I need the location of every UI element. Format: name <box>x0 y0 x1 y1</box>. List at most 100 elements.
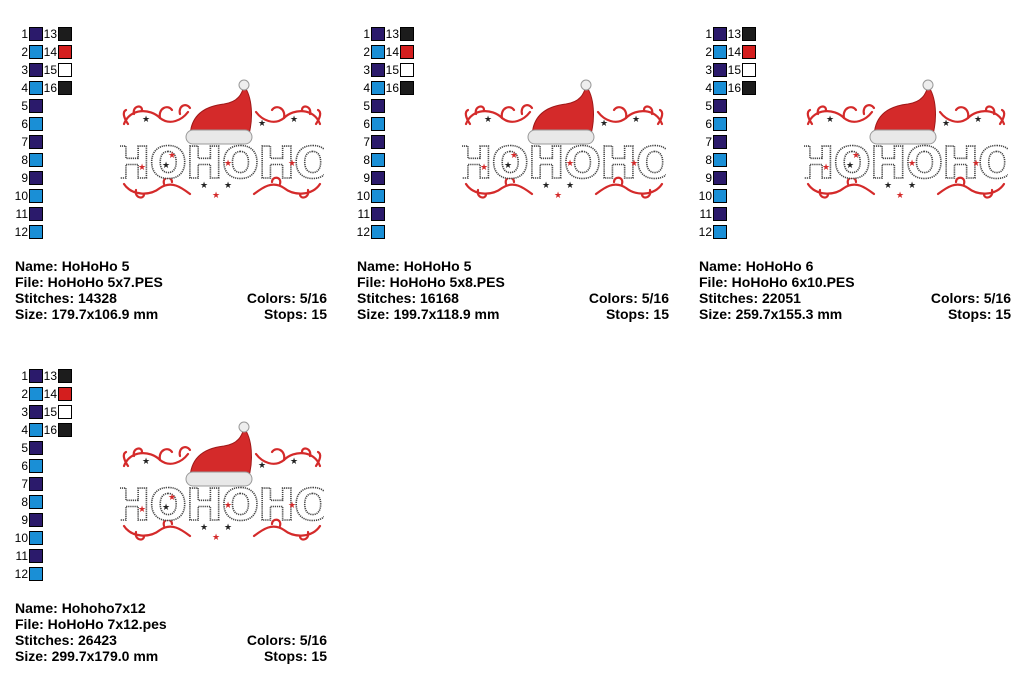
color-swatch[interactable] <box>371 171 385 185</box>
color-swatch[interactable] <box>371 99 385 113</box>
color-swatch[interactable] <box>742 63 756 77</box>
color-swatch[interactable] <box>400 45 414 59</box>
color-swatch[interactable] <box>29 477 43 491</box>
svg-text:★: ★ <box>224 523 232 533</box>
design-colors-label: Colors: <box>246 632 296 648</box>
svg-text:★: ★ <box>168 493 176 503</box>
svg-text:★: ★ <box>630 159 638 169</box>
color-swatch-row: 10 <box>684 188 764 204</box>
color-swatch[interactable] <box>29 189 43 203</box>
design-name-label: Name: <box>357 258 400 274</box>
color-swatch[interactable] <box>713 63 727 77</box>
svg-text:★: ★ <box>566 181 574 191</box>
color-number: 2 <box>21 387 28 401</box>
color-swatch[interactable] <box>713 117 727 131</box>
color-swatch[interactable] <box>371 189 385 203</box>
color-number: 10 <box>14 531 28 545</box>
color-swatch[interactable] <box>742 81 756 95</box>
color-swatch[interactable] <box>713 81 727 95</box>
svg-text:★: ★ <box>142 115 150 125</box>
color-swatch[interactable] <box>29 63 43 77</box>
design-card[interactable]: 1 13 2 14 3 15 4 16 5 6 7 8 9 10 11 12 HOHOHO ★ ★ ★ ★ ★… <box>342 0 677 340</box>
color-swatch[interactable] <box>29 423 43 437</box>
hohoho-lettering: HOHOHO <box>120 138 324 189</box>
color-swatch[interactable] <box>29 99 43 113</box>
color-number: 13 <box>43 27 57 41</box>
color-swatch[interactable] <box>29 387 43 401</box>
design-colors-label: Colors: <box>930 290 980 306</box>
santa-hat <box>185 421 253 487</box>
color-swatch[interactable] <box>29 81 43 95</box>
color-swatch[interactable] <box>371 117 385 131</box>
color-swatch[interactable] <box>400 81 414 95</box>
color-swatch[interactable] <box>400 63 414 77</box>
color-swatch[interactable] <box>58 423 72 437</box>
design-stops-label: Stops: <box>263 306 308 322</box>
color-swatch[interactable] <box>371 135 385 149</box>
color-swatch[interactable] <box>371 81 385 95</box>
color-swatch[interactable] <box>58 81 72 95</box>
color-swatch[interactable] <box>58 369 72 383</box>
color-swatch[interactable] <box>29 513 43 527</box>
svg-text:★: ★ <box>972 159 980 169</box>
design-card[interactable]: 1 13 2 14 3 15 4 16 5 6 7 8 9 10 11 12 HOHOHO ★ ★ ★ ★ ★… <box>0 342 335 682</box>
color-swatch[interactable] <box>29 45 43 59</box>
design-stitches-label: Stitches: <box>357 290 417 306</box>
design-size-value: 199.7x118.9 mm <box>393 306 500 322</box>
color-swatch[interactable] <box>58 387 72 401</box>
color-swatch[interactable] <box>371 153 385 167</box>
color-swatch[interactable] <box>371 225 385 239</box>
color-swatch[interactable] <box>713 99 727 113</box>
color-swatch[interactable] <box>29 27 43 41</box>
design-name: Name: HoHoHo 6 <box>699 258 813 274</box>
color-swatch[interactable] <box>713 27 727 41</box>
color-swatch[interactable] <box>371 27 385 41</box>
svg-text:★: ★ <box>542 181 550 191</box>
color-swatch[interactable] <box>371 207 385 221</box>
color-swatch[interactable] <box>742 27 756 41</box>
design-stitches-value: 26423 <box>78 632 117 648</box>
design-name-value: HoHoHo 5 <box>403 258 472 274</box>
color-swatch[interactable] <box>29 405 43 419</box>
color-swatch[interactable] <box>29 441 43 455</box>
svg-text:★: ★ <box>200 181 208 191</box>
color-swatch[interactable] <box>713 225 727 239</box>
color-swatch[interactable] <box>742 45 756 59</box>
color-swatch[interactable] <box>371 45 385 59</box>
color-swatch[interactable] <box>29 207 43 221</box>
color-swatch[interactable] <box>29 135 43 149</box>
design-card[interactable]: 1 13 2 14 3 15 4 16 5 6 7 8 9 10 11 12 HOHOHO ★ ★ ★ ★ ★… <box>684 0 1019 340</box>
color-swatch[interactable] <box>29 495 43 509</box>
color-swatch[interactable] <box>713 171 727 185</box>
color-swatch[interactable] <box>713 207 727 221</box>
design-card[interactable]: 1 13 2 14 3 15 4 16 5 6 7 8 9 10 11 12 HOHOHO ★ ★ ★ ★ ★… <box>0 0 335 340</box>
color-swatch[interactable] <box>400 27 414 41</box>
color-swatch[interactable] <box>713 135 727 149</box>
color-swatch[interactable] <box>29 225 43 239</box>
color-swatch[interactable] <box>371 63 385 77</box>
color-swatch[interactable] <box>29 567 43 581</box>
color-number: 12 <box>698 225 712 239</box>
color-number: 14 <box>43 45 57 59</box>
color-number: 15 <box>43 63 57 77</box>
svg-text:★: ★ <box>258 461 266 471</box>
color-swatch-row: 4 16 <box>0 80 80 96</box>
color-swatch[interactable] <box>29 549 43 563</box>
swirl-ornaments <box>806 104 1006 199</box>
color-swatch[interactable] <box>29 459 43 473</box>
design-colors-label: Colors: <box>588 290 638 306</box>
color-swatch[interactable] <box>713 45 727 59</box>
color-swatch[interactable] <box>58 63 72 77</box>
color-swatch[interactable] <box>29 531 43 545</box>
color-swatch[interactable] <box>29 171 43 185</box>
color-swatch[interactable] <box>29 369 43 383</box>
color-swatch[interactable] <box>713 189 727 203</box>
svg-text:★: ★ <box>224 159 232 169</box>
color-swatch[interactable] <box>29 153 43 167</box>
color-swatch[interactable] <box>58 405 72 419</box>
color-number: 2 <box>363 45 370 59</box>
color-swatch[interactable] <box>713 153 727 167</box>
color-swatch[interactable] <box>58 27 72 41</box>
color-swatch[interactable] <box>58 45 72 59</box>
color-swatch[interactable] <box>29 117 43 131</box>
